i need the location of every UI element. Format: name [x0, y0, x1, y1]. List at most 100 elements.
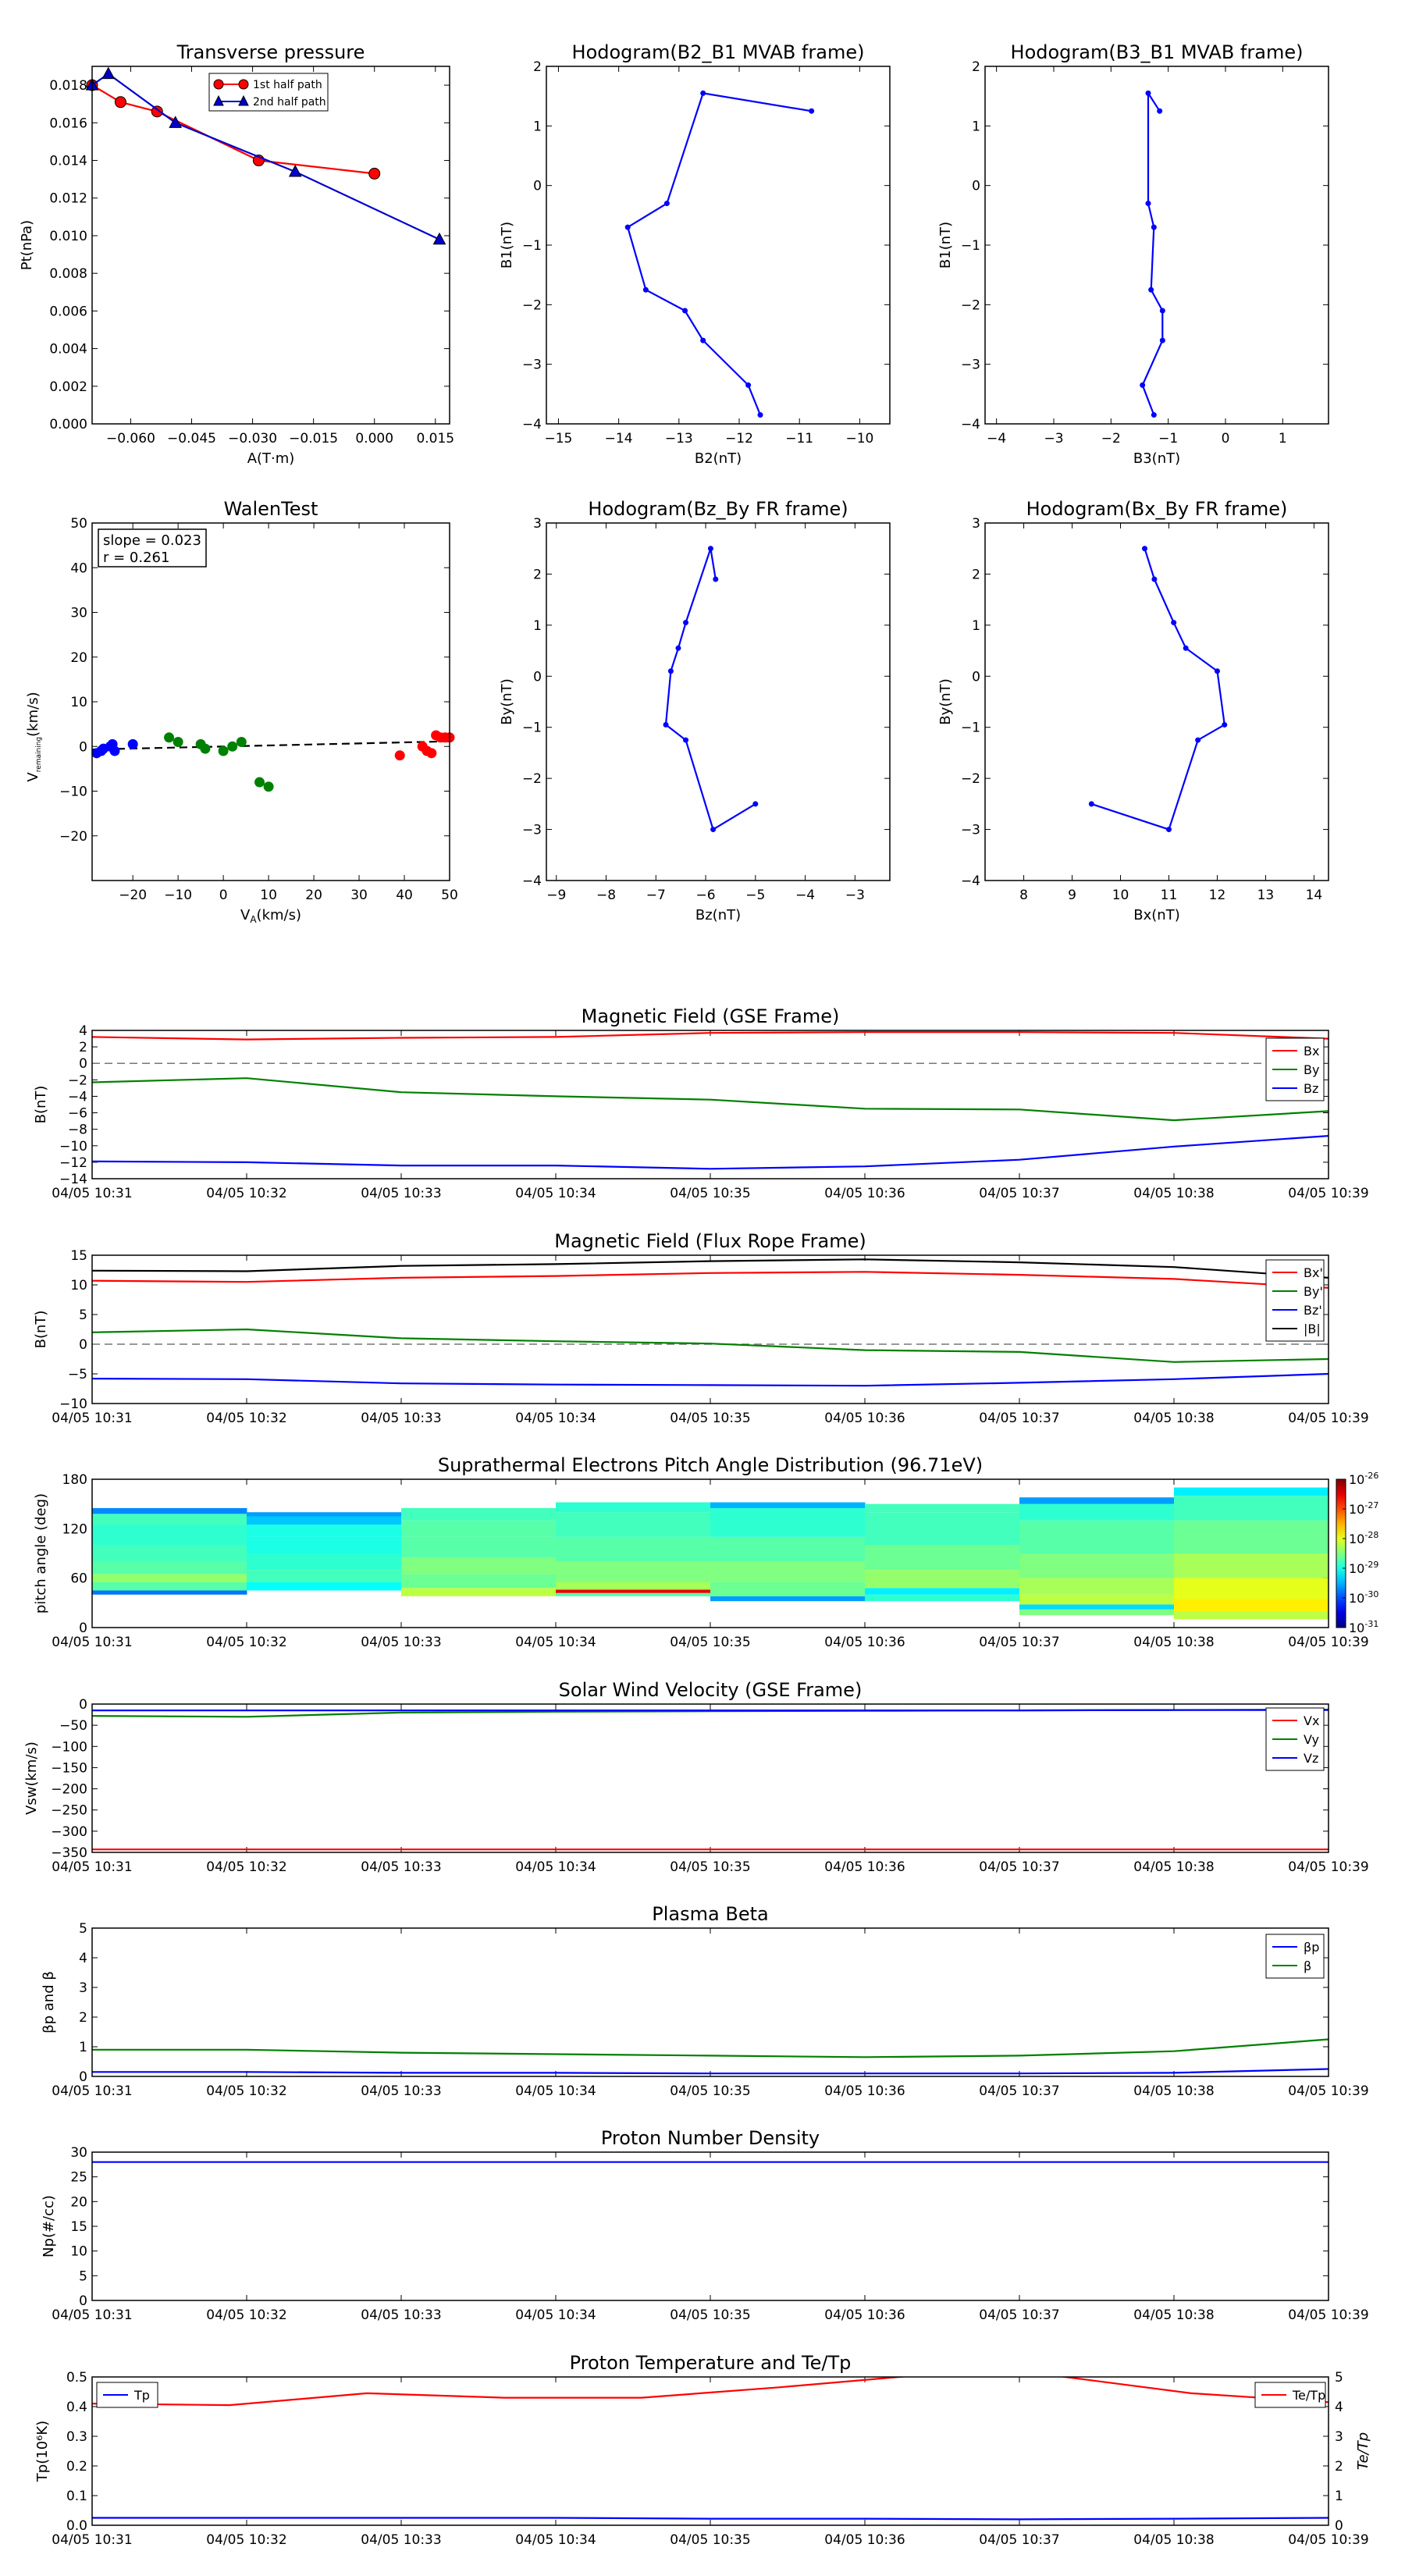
x-tick-label: 0 [219, 888, 228, 903]
colorbar-label: 10-26 [1349, 1471, 1378, 1487]
time-tick-label: 04/05 10:38 [1133, 2307, 1214, 2323]
heatmap-cell [1019, 1609, 1175, 1616]
y-tick-label: −4 [522, 873, 542, 889]
legend-label: 2nd half path [253, 96, 326, 109]
heatmap-cell [247, 1516, 402, 1525]
y-tick-label: 1 [79, 2040, 87, 2055]
x-tick-label: −0.045 [167, 431, 216, 447]
data-point [1151, 224, 1157, 230]
panel-mf_gse: Magnetic Field (GSE Frame)−14−12−10−8−6−… [33, 1005, 1369, 1201]
legend-label: |B| [1304, 1322, 1321, 1336]
y-axis-label: Tp(10⁶K) [34, 2421, 51, 2482]
y-tick-label: −10 [59, 785, 87, 800]
time-tick-label: 04/05 10:31 [52, 1859, 132, 1875]
y-axis-label: Np(#/cc) [41, 2195, 57, 2258]
heatmap-cell [710, 1502, 866, 1508]
data-point [254, 777, 265, 788]
data-point [1151, 576, 1158, 582]
data-point [114, 96, 126, 109]
heatmap-cell [1019, 1520, 1175, 1553]
time-tick-label: 04/05 10:31 [52, 1635, 132, 1650]
y-tick-label: −3 [522, 823, 542, 838]
x-axis-label: A(T·m) [247, 450, 295, 467]
y-tick-label: 2 [972, 567, 980, 582]
panel-np: Proton Number Density 0 5 10 15 20 25 30 04/05 1… [41, 2127, 1369, 2323]
data-point [164, 732, 175, 743]
axes-frame [91, 1703, 1329, 1853]
heatmap-cell [92, 1525, 247, 1546]
heatmap-cell [92, 1574, 247, 1582]
panel-h1: Hodogram(B2_B1 MVAB frame)−15 −14 −13 −12 −1… [499, 41, 891, 467]
heatmap-cell [401, 1557, 557, 1574]
time-tick-label: 04/05 10:34 [515, 1635, 596, 1650]
time-tick-label: 04/05 10:38 [1133, 1635, 1214, 1650]
y-tick-label: −20 [59, 829, 87, 845]
time-tick-label: 04/05 10:33 [361, 1411, 441, 1426]
legend: Tp [96, 2382, 158, 2408]
y-tick-label: 0 [79, 2293, 87, 2309]
chart-title: Plasma Beta [652, 1903, 768, 1925]
axes-frame [546, 522, 891, 881]
y-tick-label: 0.018 [49, 78, 87, 94]
time-tick-label: 04/05 10:36 [824, 1859, 905, 1875]
legend-label: By [1304, 1062, 1319, 1077]
time-tick-label: 04/05 10:32 [206, 2307, 286, 2323]
data-point [288, 164, 302, 177]
x-axis-label: VA(km/s) [240, 907, 301, 925]
y-tick-label: 3 [533, 516, 542, 532]
heatmap-cell [556, 1592, 711, 1596]
y-tick-label: 0.5 [66, 2370, 87, 2386]
heatmap-cell [556, 1582, 711, 1590]
legend-label: β [1304, 1959, 1311, 1973]
axes-frame [546, 66, 891, 425]
y-axis-label: Vsw(km/s) [23, 1742, 40, 1815]
time-tick-label: 04/05 10:34 [515, 1411, 596, 1426]
panel-h2: Hodogram(B3_B1 MVAB frame) −4 −3 −2 −1 0 1 −4 −3… [937, 41, 1329, 467]
legend-label: 1st half path [253, 79, 322, 91]
x-tick-label: −4 [987, 431, 1006, 447]
y-tick-label: −200 [51, 1782, 87, 1798]
time-tick-label: 04/05 10:38 [1133, 1411, 1214, 1426]
axes-frame [91, 1927, 1329, 2077]
y-tick-label: −100 [51, 1739, 87, 1755]
y-tick-label: 5 [79, 1921, 87, 1937]
data-point [624, 224, 631, 230]
chart-title: Proton Number Density [601, 2127, 820, 2149]
heatmap-cell [710, 1536, 866, 1562]
panel-pad: Suprathermal Electrons Pitch Angle Distr… [33, 1454, 1378, 1650]
data-point [1214, 668, 1220, 674]
heatmap-cell [556, 1589, 711, 1593]
heatmap-cell [1174, 1553, 1329, 1578]
series-line [92, 2517, 1329, 2521]
heatmap-cell [1174, 1520, 1329, 1553]
y-tick-label: 0 [972, 179, 980, 194]
legend-label: By' [1304, 1284, 1323, 1299]
heatmap-cell [247, 1570, 402, 1582]
chart-title: Solar Wind Velocity (GSE Frame) [559, 1679, 863, 1701]
series-line [92, 1709, 1329, 1712]
time-tick-label: 04/05 10:35 [670, 2083, 750, 2099]
data-point [1171, 620, 1177, 626]
y-tick-label: 3 [79, 1980, 87, 1996]
time-tick-label: 04/05 10:31 [52, 2307, 132, 2323]
x-tick-label: 0 [1222, 431, 1230, 447]
data-point [236, 737, 247, 748]
heatmap-cell [1174, 1578, 1329, 1599]
heatmap-cell [865, 1545, 1020, 1571]
axes-frame [91, 1478, 1329, 1628]
x-tick-label: 20 [305, 888, 322, 903]
annotation-r: r = 0.261 [103, 550, 169, 566]
heatmap-cell [92, 1545, 247, 1562]
y-tick-label: 1 [972, 618, 980, 634]
y-tick-label: 0.4 [66, 2400, 87, 2415]
legend-label: Bz [1304, 1081, 1318, 1096]
y-tick-label: 20 [70, 2194, 87, 2210]
heatmap-cell [865, 1570, 1020, 1589]
legend-label: Te/Tp [1292, 2388, 1325, 2403]
y-tick-label: −2 [522, 297, 542, 313]
series-line [1141, 90, 1164, 415]
time-tick-label: 04/05 10:35 [670, 1186, 750, 1201]
heatmap-cell [710, 1561, 866, 1582]
heatmap-cell [247, 1582, 402, 1591]
y-tick-label: 2 [972, 59, 980, 75]
